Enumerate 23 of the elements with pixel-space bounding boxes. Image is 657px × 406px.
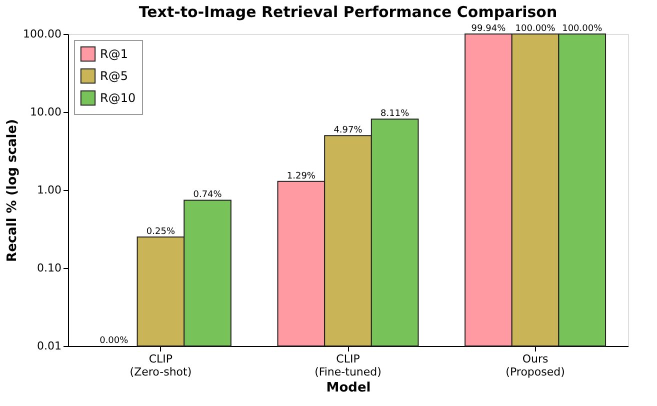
data-label: 99.94%	[471, 24, 506, 34]
x-axis-title: Model	[326, 380, 371, 396]
data-label: 0.74%	[193, 190, 222, 200]
data-label: 8.11%	[380, 109, 410, 120]
y-tick-label: 0.01	[37, 340, 62, 352]
data-label: 4.97%	[334, 126, 363, 136]
y-tick-label: 10.00	[30, 106, 62, 118]
x-tick-label: CLIP (Fine-tuned)	[314, 352, 382, 378]
data-label: 1.29%	[286, 171, 316, 182]
y-tick-label: 100.00	[23, 28, 62, 40]
x-tick-label: Ours (Proposed)	[506, 352, 565, 378]
y-axis-title: Recall % (log scale)	[5, 119, 20, 262]
y-tick-label: 1.00	[37, 184, 62, 196]
data-label: 0.25%	[146, 226, 176, 237]
data-label: 100.00%	[515, 24, 556, 34]
legend-label: R@5	[100, 69, 128, 83]
y-tick-label: 0.10	[37, 262, 62, 274]
x-tick-label: CLIP (Zero-shot)	[130, 352, 192, 378]
legend-label: R@1	[100, 47, 128, 61]
legend-label: R@10	[100, 91, 136, 105]
chart-title: Text-to-Image Retrieval Performance Comparison	[138, 3, 558, 21]
annotation: 0.00%	[100, 336, 129, 346]
data-label: 100.00%	[562, 24, 603, 34]
